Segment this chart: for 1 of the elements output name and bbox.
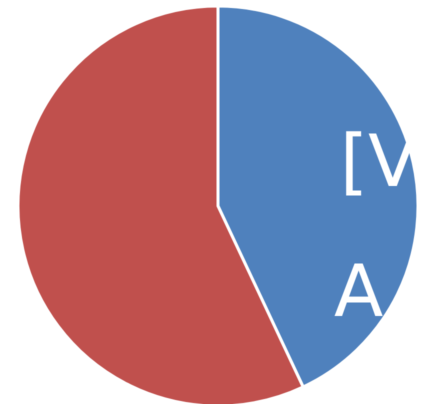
text: A — [334, 249, 384, 333]
